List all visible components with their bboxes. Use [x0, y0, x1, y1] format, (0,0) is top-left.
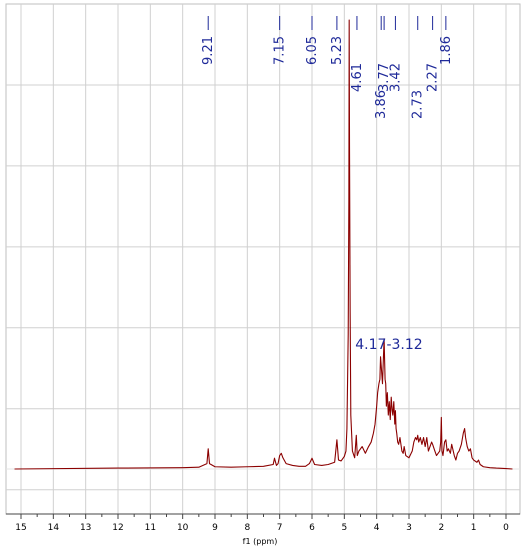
peak-label: 6.05: [305, 36, 320, 65]
x-tick-label: 5: [341, 523, 347, 533]
x-tick-label: 2: [438, 523, 444, 533]
x-tick-label: 6: [309, 523, 315, 533]
peak-label: 3.86: [374, 90, 389, 119]
x-tick-label: 10: [177, 523, 189, 533]
x-tick-label: 11: [145, 523, 156, 533]
spectrum-line: [14, 19, 513, 470]
peak-label: 3.77: [377, 63, 392, 92]
peak-label: 9.21: [201, 36, 216, 65]
integration-label: 4.17-3.12: [355, 337, 422, 353]
x-tick-label: 9: [212, 523, 218, 533]
x-tick-label: 7: [277, 523, 283, 533]
plot-grid: [5, 3, 521, 515]
x-tick-label: 8: [244, 523, 250, 533]
x-tick-label: 15: [15, 523, 26, 533]
x-tick-label: 13: [80, 523, 91, 533]
plot-frame: [5, 3, 521, 515]
x-tick-label: 4: [374, 523, 380, 533]
x-tick-label: 14: [48, 523, 60, 533]
peak-label: 2.73: [411, 90, 426, 119]
peak-label: 3.42: [388, 63, 403, 92]
integration-labels: 4.17-3.12: [355, 337, 422, 353]
peak-label: 7.15: [273, 36, 288, 65]
x-axis: 15 14 13 12 11 10 9 8 7 6 5 4 3 2 1 0: [6, 513, 520, 533]
peak-labels: 9.21 7.15 6.05 5.23 4.61 3.863.773.42 2.732.27…: [201, 36, 454, 119]
x-tick-label: 12: [112, 523, 123, 533]
x-tick-label: 0: [503, 523, 509, 533]
peak-label: 1.86: [439, 36, 454, 65]
x-tick-label: 1: [471, 523, 477, 533]
peak-label: 5.23: [330, 36, 345, 65]
spectrum-series: [14, 19, 513, 470]
peak-markers: [207, 16, 447, 30]
peak-label: 2.27: [426, 63, 441, 92]
x-axis-title: f1 (ppm): [243, 537, 278, 546]
peak-label: 4.61: [350, 63, 365, 92]
x-tick-label: 3: [406, 523, 412, 533]
